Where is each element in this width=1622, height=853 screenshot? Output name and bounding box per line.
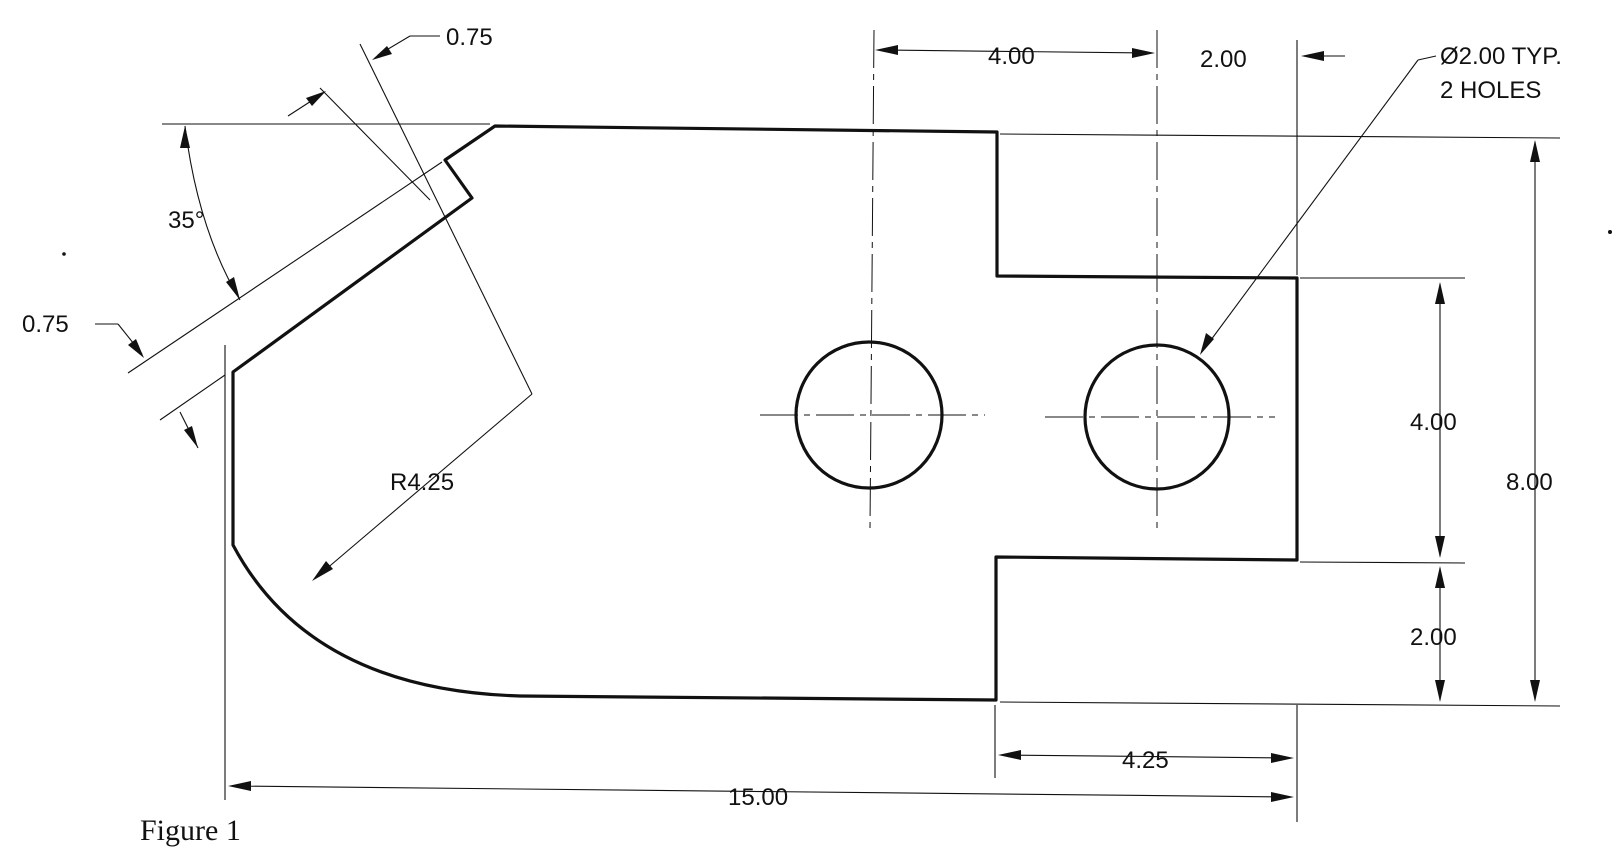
dim-overall-height: 8.00 (1506, 469, 1553, 496)
centerlines (760, 29, 1275, 529)
dim-tab-height: 4.00 (1410, 409, 1457, 436)
dim-slot-width-top: 0.75 (446, 24, 493, 51)
dimension-lines (95, 35, 1536, 798)
hole-callout-line2: 2 HOLES (1440, 77, 1541, 104)
arrowheads (128, 45, 1540, 802)
dim-slot-width-left: 0.75 (22, 311, 69, 338)
dim-overall-length: 15.00 (728, 784, 788, 811)
dim-lower-step: 2.00 (1410, 624, 1457, 651)
speck-mark (1608, 230, 1612, 234)
part-outline (231, 124, 1299, 702)
extension-lines (127, 40, 1561, 822)
dim-angle: 35° (168, 207, 204, 234)
dim-radius: R4.25 (390, 469, 454, 496)
dim-hole-edge-offset: 2.00 (1200, 46, 1247, 73)
speck-mark (62, 252, 66, 256)
dim-tab-length: 4.25 (1122, 747, 1169, 774)
hole-callout-line1: Ø2.00 TYP. (1440, 43, 1562, 70)
dim-hole-spacing: 4.00 (988, 43, 1035, 70)
figure-caption: Figure 1 (140, 814, 241, 847)
